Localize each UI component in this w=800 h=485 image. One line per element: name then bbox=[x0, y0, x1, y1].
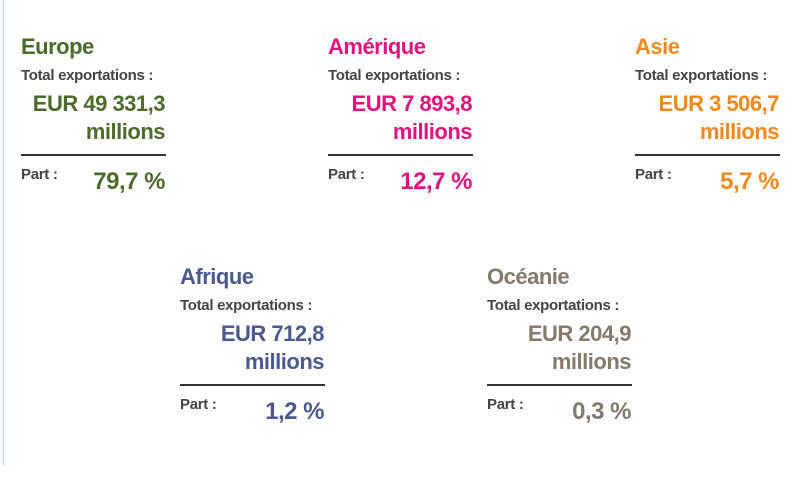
share-value: 12,7 % bbox=[400, 168, 472, 195]
exports-amount-value: EUR 49 331,3 bbox=[32, 91, 166, 116]
exports-label: Total exportations : bbox=[180, 297, 313, 314]
share-label: Part : bbox=[328, 166, 365, 183]
exports-label: Total exportations : bbox=[635, 67, 768, 84]
exports-amount-value: EUR 7 893,8 bbox=[351, 91, 473, 116]
region-name: Europe bbox=[21, 34, 94, 59]
exports-amount-unit: millions bbox=[699, 119, 780, 144]
left-border-rule bbox=[3, 0, 4, 465]
exports-amount: EUR 7 893,8 millions bbox=[328, 90, 473, 146]
share-label: Part : bbox=[21, 166, 58, 183]
region-name: Asie bbox=[635, 34, 680, 59]
share-row: Part : 0,3 % bbox=[487, 394, 647, 428]
divider-line bbox=[487, 384, 632, 386]
exports-label: Total exportations : bbox=[487, 297, 620, 314]
exports-amount-unit: millions bbox=[244, 349, 325, 374]
share-value: 5,7 % bbox=[720, 168, 779, 195]
region-card-europe: Europe Total exportations : EUR 49 331,3… bbox=[21, 34, 181, 198]
share-value: 0,3 % bbox=[572, 398, 631, 425]
exports-amount: EUR 712,8 millions bbox=[180, 320, 325, 376]
share-value: 79,7 % bbox=[93, 168, 165, 195]
region-name: Amérique bbox=[328, 34, 426, 59]
exports-amount: EUR 204,9 millions bbox=[487, 320, 632, 376]
exports-amount-value: EUR 3 506,7 bbox=[658, 91, 780, 116]
region-card-amerique: Amérique Total exportations : EUR 7 893,… bbox=[328, 34, 488, 198]
share-label: Part : bbox=[635, 166, 672, 183]
exports-amount: EUR 49 331,3 millions bbox=[21, 90, 166, 146]
exports-amount-unit: millions bbox=[85, 119, 166, 144]
exports-amount-value: EUR 204,9 bbox=[527, 321, 632, 346]
divider-line bbox=[328, 154, 473, 156]
share-row: Part : 12,7 % bbox=[328, 164, 488, 198]
divider-line bbox=[180, 384, 325, 386]
exports-amount: EUR 3 506,7 millions bbox=[635, 90, 780, 146]
share-row: Part : 79,7 % bbox=[21, 164, 181, 198]
region-card-oceanie: Océanie Total exportations : EUR 204,9 m… bbox=[487, 264, 647, 428]
divider-line bbox=[635, 154, 780, 156]
divider-line bbox=[21, 154, 166, 156]
region-name: Océanie bbox=[487, 264, 570, 289]
exports-label: Total exportations : bbox=[21, 67, 154, 84]
region-name: Afrique bbox=[180, 264, 254, 289]
share-label: Part : bbox=[487, 396, 524, 413]
share-value: 1,2 % bbox=[265, 398, 324, 425]
region-card-afrique: Afrique Total exportations : EUR 712,8 m… bbox=[180, 264, 340, 428]
share-label: Part : bbox=[180, 396, 217, 413]
region-card-asie: Asie Total exportations : EUR 3 506,7 mi… bbox=[635, 34, 795, 198]
share-row: Part : 1,2 % bbox=[180, 394, 340, 428]
exports-amount-value: EUR 712,8 bbox=[220, 321, 325, 346]
exports-amount-unit: millions bbox=[551, 349, 632, 374]
share-row: Part : 5,7 % bbox=[635, 164, 795, 198]
exports-label: Total exportations : bbox=[328, 67, 461, 84]
exports-amount-unit: millions bbox=[392, 119, 473, 144]
